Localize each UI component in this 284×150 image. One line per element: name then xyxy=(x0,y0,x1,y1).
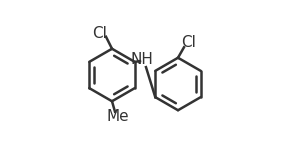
Text: Cl: Cl xyxy=(93,26,107,41)
Text: Me: Me xyxy=(107,109,129,124)
Text: NH: NH xyxy=(131,52,154,67)
Text: Cl: Cl xyxy=(181,35,196,50)
